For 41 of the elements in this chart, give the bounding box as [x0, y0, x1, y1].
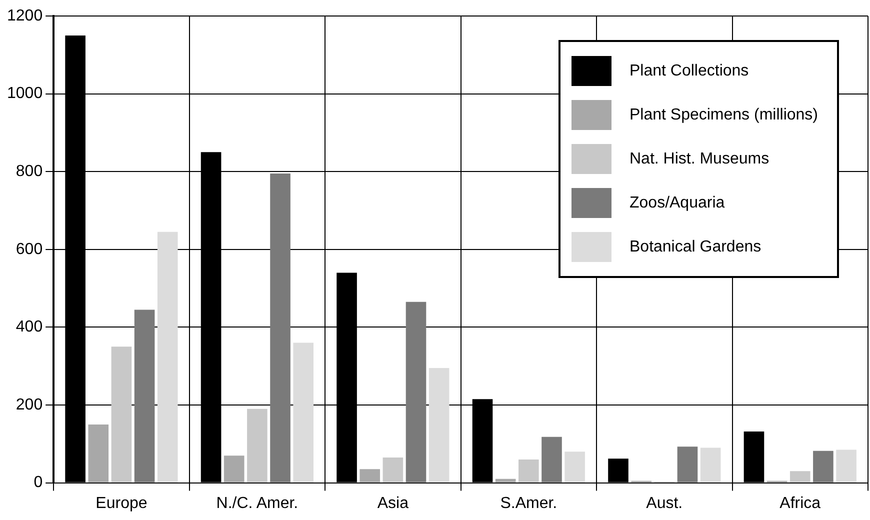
- bar: [564, 452, 585, 482]
- legend-label: Plant Collections: [629, 62, 749, 80]
- bar: [406, 302, 426, 482]
- y-tick-label: 600: [16, 240, 43, 258]
- legend-label: Zoos/Aquaria: [629, 194, 725, 212]
- y-tick-label: 1200: [7, 7, 43, 24]
- y-tick-label: 1000: [7, 85, 43, 102]
- bar: [224, 456, 244, 482]
- x-tick-label: Africa: [780, 494, 821, 512]
- bar: [790, 471, 810, 482]
- y-tick-label: 400: [16, 318, 43, 336]
- bar: [247, 408, 268, 482]
- bar: [111, 346, 132, 482]
- bar: [360, 469, 380, 482]
- bar: [428, 368, 450, 482]
- bar: [700, 448, 721, 482]
- legend-label: Botanical Gardens: [629, 238, 762, 256]
- bar: [270, 174, 290, 482]
- y-tick-label: 800: [16, 163, 43, 180]
- bar: [518, 459, 539, 482]
- x-tick-label: Aust.: [646, 494, 683, 512]
- x-tick-label: N./C. Amer.: [216, 494, 298, 512]
- bar: [744, 431, 764, 482]
- x-tick-label: S.Amer.: [500, 494, 558, 512]
- bar: [608, 458, 628, 482]
- bar: [88, 424, 109, 482]
- bar: [382, 458, 404, 482]
- legend-label: Plant Specimens (millions): [629, 106, 818, 124]
- bar: [813, 450, 834, 482]
- x-tick-label: Europe: [96, 494, 148, 512]
- y-tick-label: 0: [34, 474, 43, 492]
- bar: [134, 310, 155, 482]
- bar: [836, 450, 856, 482]
- legend-label: Nat. Hist. Museums: [629, 150, 770, 168]
- bar: [677, 446, 698, 482]
- bar: [157, 232, 178, 482]
- bar: [495, 478, 516, 482]
- bar: [542, 436, 562, 482]
- x-tick-label: Asia: [377, 494, 409, 512]
- bar: [293, 342, 314, 482]
- y-tick-label: 200: [16, 396, 43, 414]
